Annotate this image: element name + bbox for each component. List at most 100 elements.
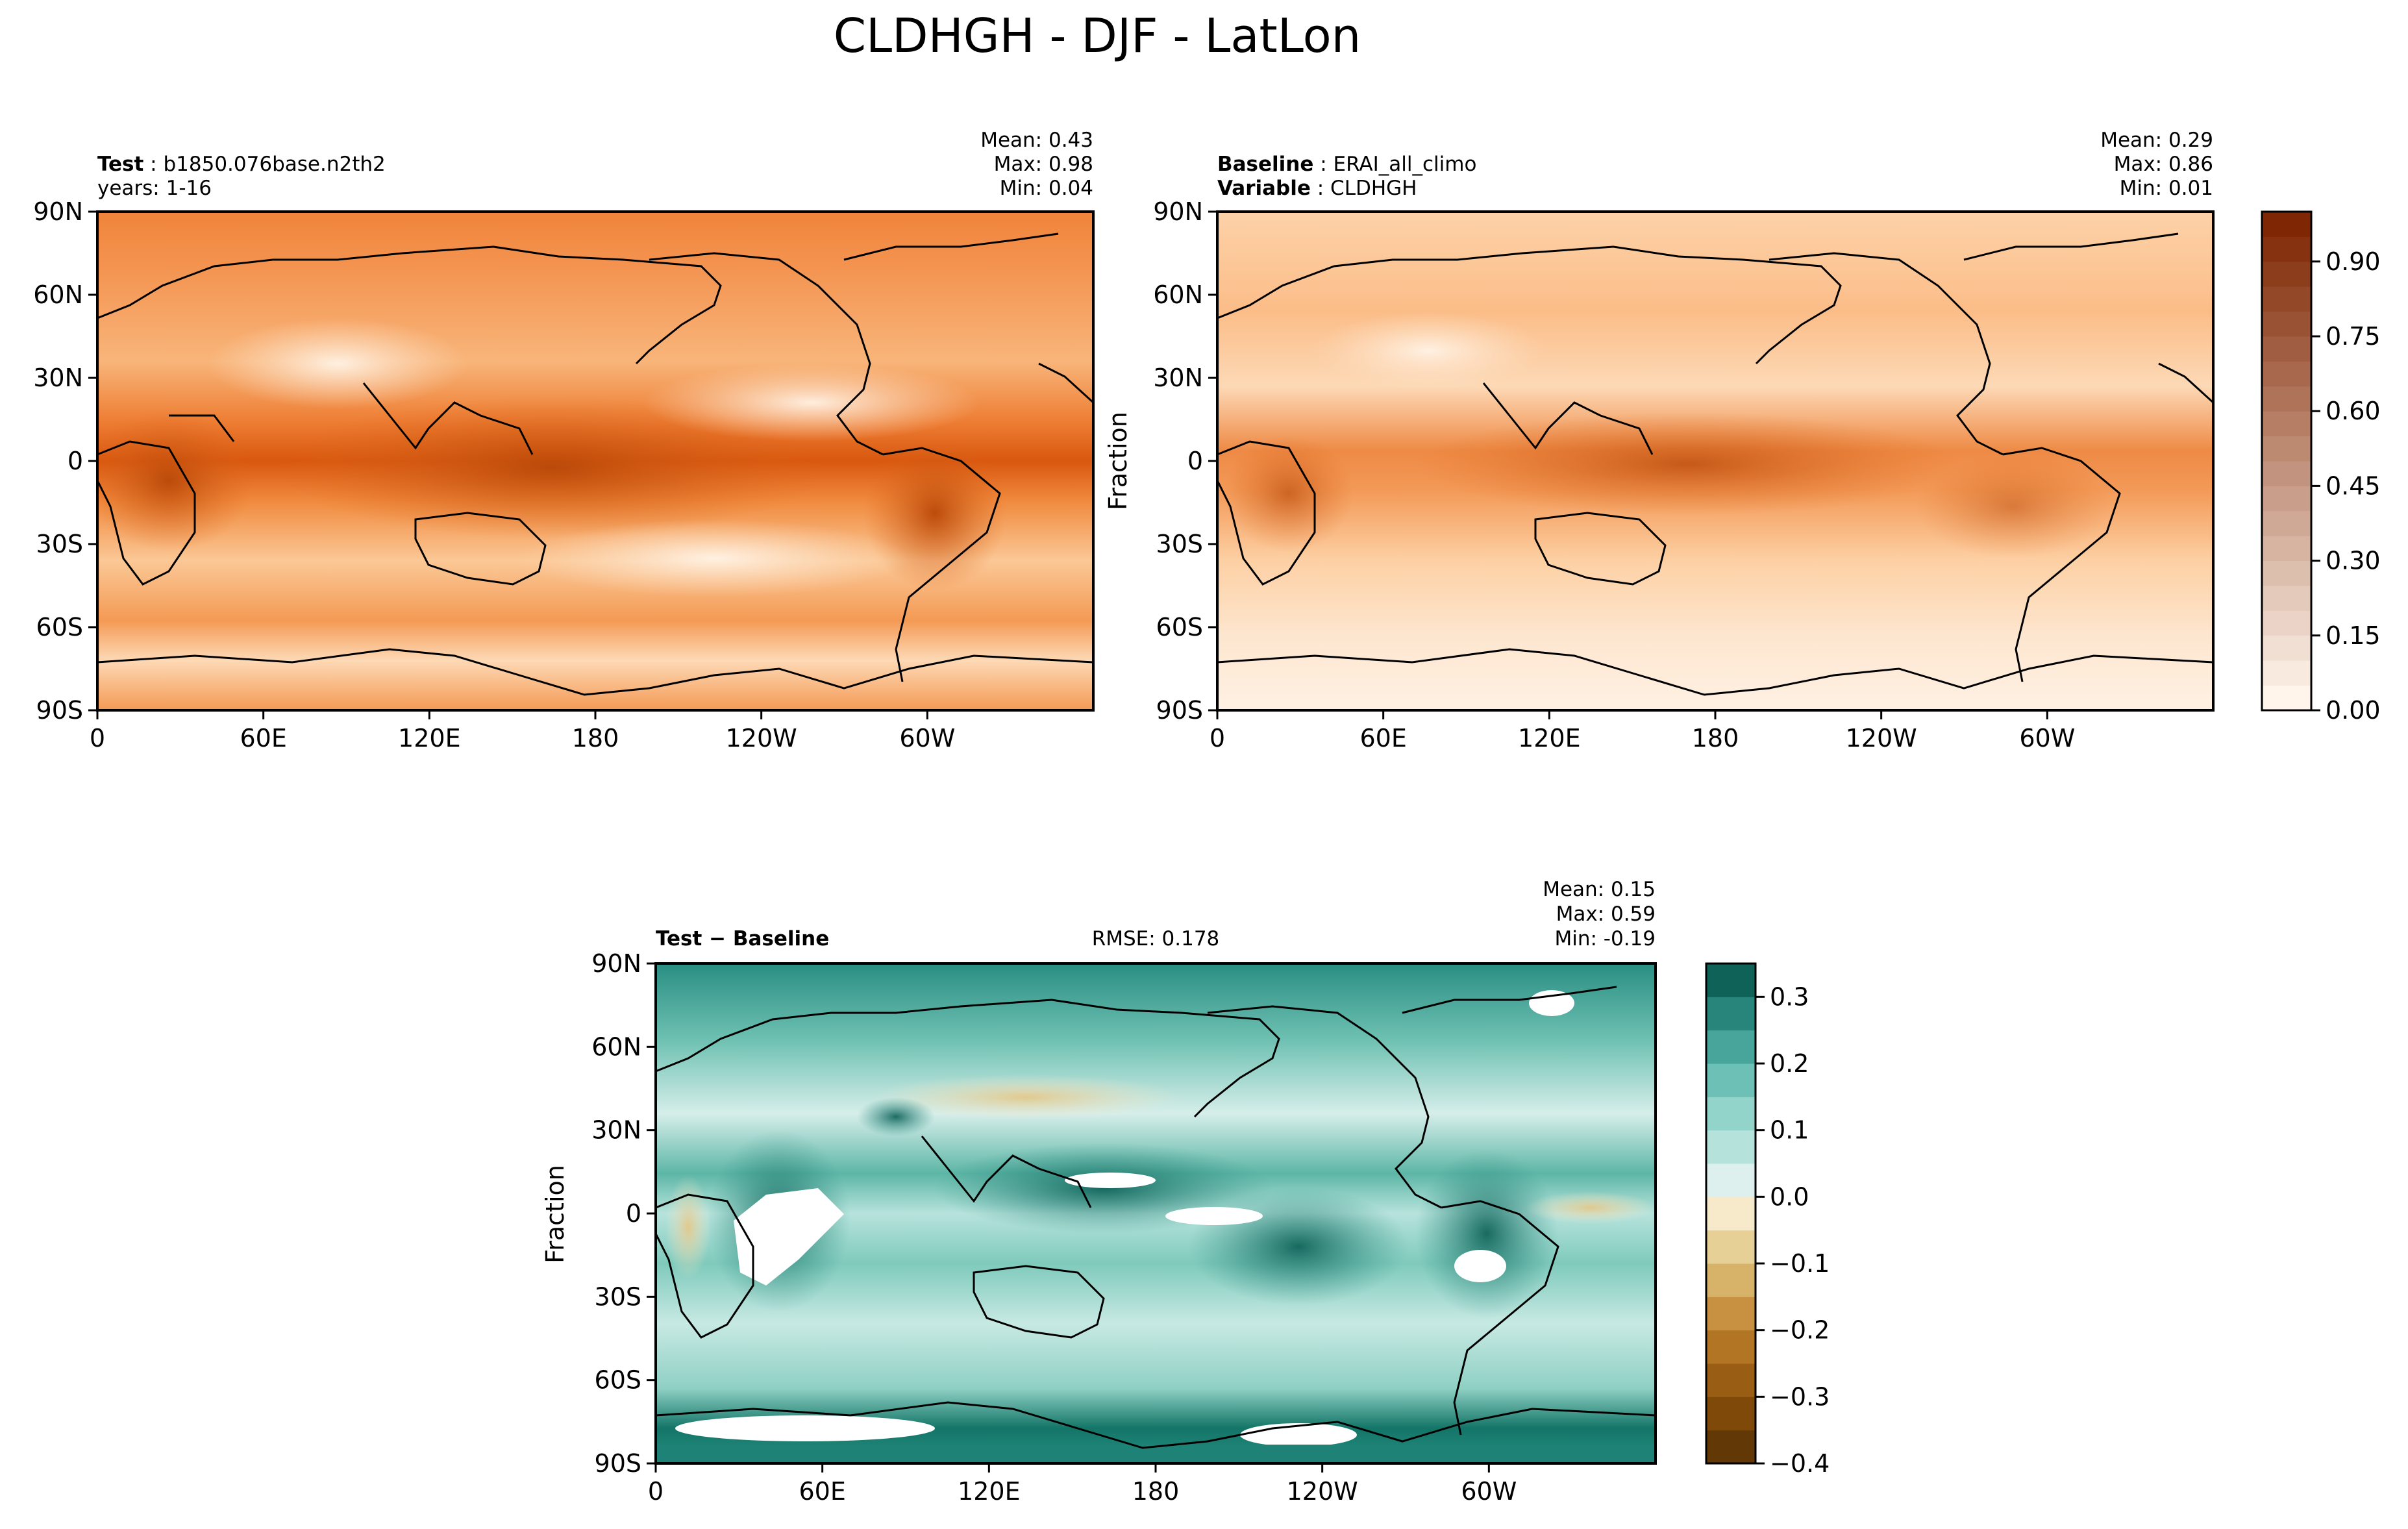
baseline-y-ticks: 90N 60N 30N 0 30S 60S 90S [1153,197,1217,725]
baseline-x-ticks: 0 60E 120E 180 120W 60W [1210,710,2075,752]
colorbar-tick-label: −0.4 [1770,1449,1830,1478]
y-tick-label: 90S [1156,696,1203,725]
x-tick-label: 0 [648,1477,664,1506]
diff-coastlines [656,986,1656,1449]
baseline-title: Baseline : ERAI_all_climo Variable : CLD… [1217,153,1476,200]
panel-test: Test : b1850.076base.n2th2 years: 1-16 M… [33,129,1095,752]
colorbar-tick-label: −0.2 [1770,1316,1830,1345]
y-tick-label: 30S [595,1282,641,1311]
baseline-ylabel: Fraction [1104,412,1132,510]
colorbar-band [2262,212,2311,237]
y-tick-label: 90N [33,197,83,226]
colorbar-tick-label: 0.30 [2326,547,2381,575]
colorbar-band [2262,311,2311,337]
x-tick-label: 60E [240,724,286,752]
diff-min: Min: -0.19 [1554,927,1656,951]
diff-stats: Mean: 0.15 Max: 0.59 Min: -0.19 [1543,878,1656,951]
y-tick-label: 30S [1156,530,1203,558]
colorbar-tick-label: 0.45 [2326,471,2381,500]
test-y-ticks: 90N 60N 30N 0 30S 60S 90S [33,197,97,725]
colorbar-band [1706,963,1756,997]
colorbar-band [1706,1297,1756,1331]
diff-ylabel: Fraction [541,1165,569,1263]
colorbar-band [2262,685,2311,711]
baseline-coastlines [1217,232,2213,696]
test-coastlines [97,232,1093,696]
x-tick-label: 180 [572,724,619,752]
x-tick-label: 60W [1461,1477,1517,1506]
baseline-max: Max: 0.86 [2114,153,2213,176]
diff-max: Max: 0.59 [1556,902,1656,926]
baseline-label-value: ERAI_all_climo [1334,153,1477,176]
colorbar-tick-label: 0.90 [2326,247,2381,276]
svg-text:Variable : CLDHGH: Variable : CLDHGH [1217,177,1417,200]
test-mean: Mean: 0.43 [980,129,1093,152]
colorbar-band [2262,436,2311,462]
colorbar-tick-label: −0.1 [1770,1249,1830,1278]
x-tick-label: 60W [2019,724,2075,752]
y-tick-label: 60S [1156,613,1203,641]
y-tick-label: 30N [591,1116,641,1145]
svg-text:Test : b1850.076base.n2th2: Test : b1850.076base.n2th2 [97,153,386,176]
colorbar-band [2262,486,2311,512]
test-stats: Mean: 0.43 Max: 0.98 Min: 0.04 [980,129,1093,200]
colorbar-main: 0.00 0.15 0.30 0.45 0.60 0.75 0.90 [2261,210,2381,725]
y-tick-label: 90S [595,1449,641,1478]
colorbar-band [2262,560,2311,586]
x-tick-label: 120E [1518,724,1581,752]
baseline-stats: Mean: 0.29 Max: 0.86 Min: 0.01 [2100,129,2213,200]
test-x-ticks: 0 60E 120E 180 120W 60W [90,710,955,752]
svg-text:Baseline : ERAI_all_climo: Baseline : ERAI_all_climo [1217,153,1476,176]
colorbar-band [1706,1130,1756,1164]
baseline-field [1217,212,2213,710]
colorbar-band [2262,461,2311,486]
colorbar-band [1706,1097,1756,1131]
test-years: years: 1-16 [97,177,212,200]
colorbar-band [2262,510,2311,536]
colorbar-tick-label: 0.0 [1770,1182,1809,1211]
test-label-bold: Test [97,153,144,176]
colorbar-band [1706,1063,1756,1097]
y-tick-label: 90N [591,949,641,978]
colorbar-tick-label: 0.15 [2326,621,2381,650]
x-tick-label: 120W [726,724,797,752]
colorbar-band [2262,586,2311,611]
x-tick-label: 60E [1359,724,1406,752]
colorbar-band [1706,1263,1756,1297]
colorbar-band [1706,1363,1756,1397]
baseline-label-bold: Baseline [1217,153,1313,176]
colorbar-band [1706,1230,1756,1264]
diff-rmse: RMSE: 0.178 [1092,927,1220,951]
colorbar-band [2262,411,2311,437]
panel-diff: Test − Baseline RMSE: 0.178 Mean: 0.15 M… [541,878,1657,1506]
colorbar-band [2262,261,2311,287]
y-tick-label: 60S [36,613,83,641]
colorbar-band [1706,997,1756,1031]
y-tick-label: 30S [36,530,83,558]
colorbar-band [1706,1030,1756,1064]
y-tick-label: 90N [1153,197,1203,226]
colorbar-band [1706,1163,1756,1197]
y-tick-label: 0 [1187,447,1203,475]
y-tick-label: 90S [36,696,83,725]
baseline-variable-value: CLDHGH [1330,177,1417,200]
baseline-min: Min: 0.01 [2120,177,2213,200]
y-tick-label: 60N [1153,280,1203,309]
x-tick-label: 120W [1846,724,1917,752]
colorbar-band [2262,236,2311,262]
colorbar-tick-label: 0.60 [2326,397,2381,425]
colorbar-band [1706,1330,1756,1364]
colorbar-band [1706,1430,1756,1464]
test-field [97,212,1093,710]
y-tick-label: 0 [68,447,83,475]
y-tick-label: 30N [33,364,83,392]
colorbar-band [2262,336,2311,362]
y-tick-label: 60S [595,1366,641,1395]
diff-mean: Mean: 0.15 [1543,878,1656,901]
colorbar-band [2262,286,2311,312]
x-tick-label: 120E [958,1477,1021,1506]
diff-x-ticks: 0 60E 120E 180 120W 60W [648,1463,1517,1506]
figure-title: CLDHGH - DJF - LatLon [834,8,1361,63]
panel-baseline: Baseline : ERAI_all_climo Variable : CLD… [1104,129,2215,752]
